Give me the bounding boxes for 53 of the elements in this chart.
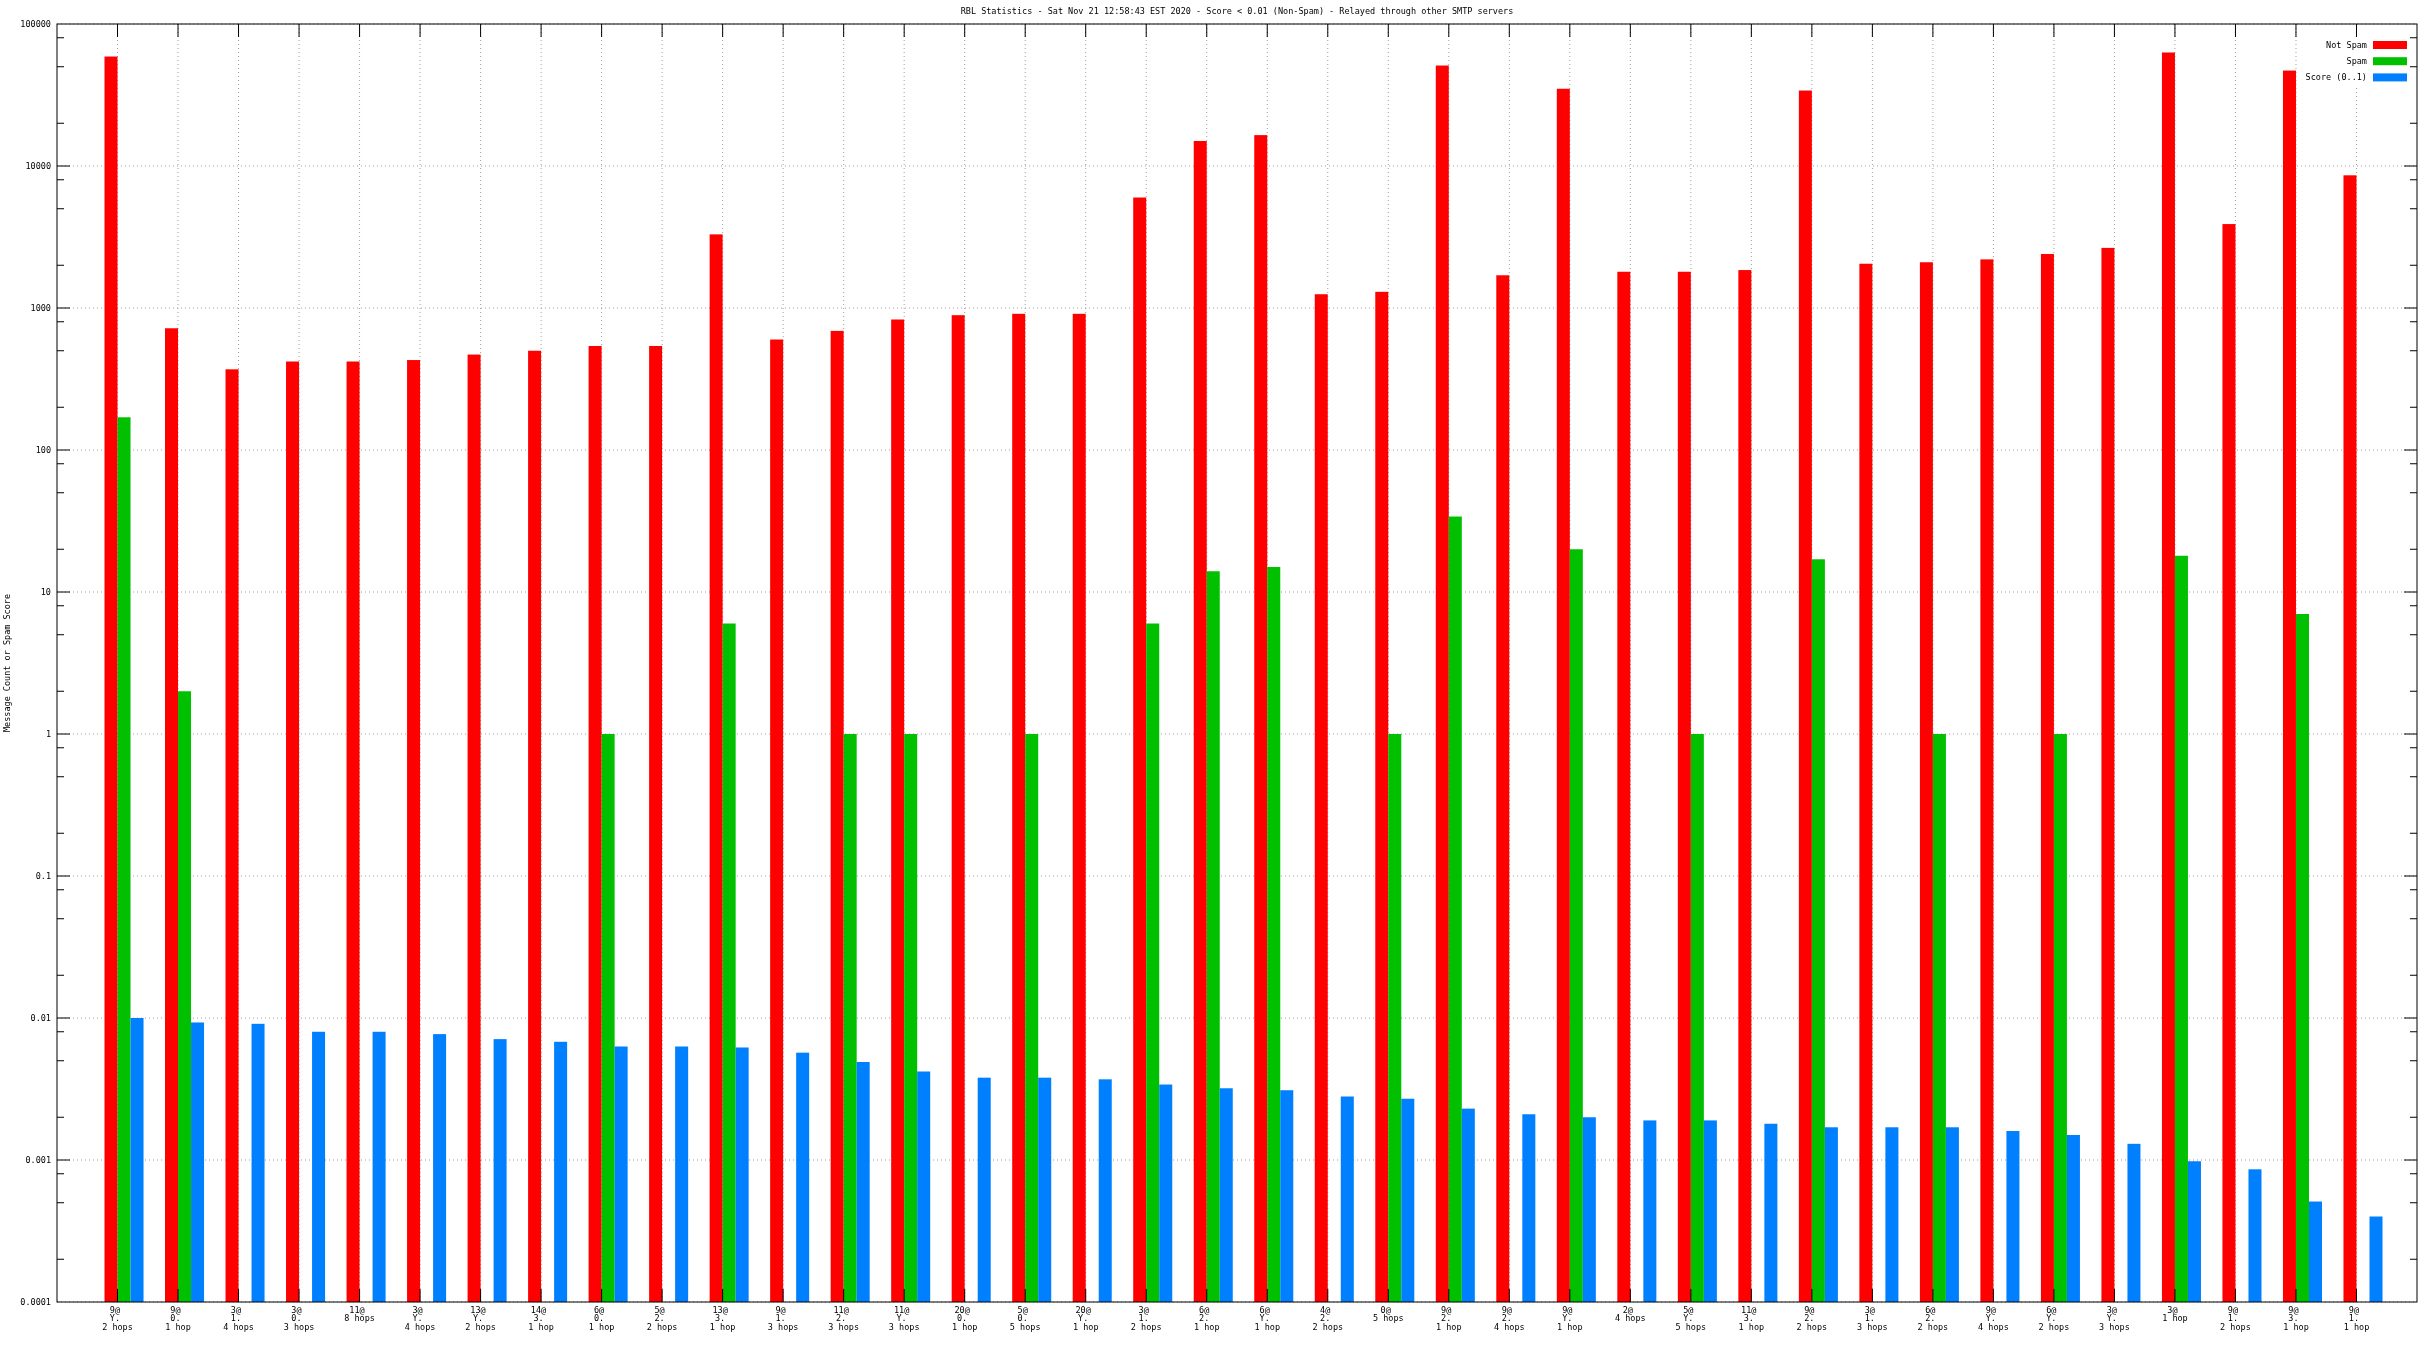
x-tick-label: 9@ 3. 1 hop: [2283, 1305, 2309, 1332]
x-tick-label: 20@ 0. 1 hop: [951, 1305, 978, 1332]
y-tick-label: 0.1: [35, 871, 51, 881]
x-tick-label: 6@ 2. 2 hops: [1917, 1305, 1949, 1332]
x-tick-label: 6@ 2. 1 hop: [1193, 1305, 1220, 1332]
x-tick-label: 5@ Y. 5 hops: [1675, 1305, 1707, 1332]
y-axis-title: Message Count or Spam Score: [2, 593, 12, 733]
legend-label: Score (0..1): [2305, 72, 2367, 83]
x-tick-label: 9@ 1. 3 hops: [767, 1305, 799, 1332]
y-tick-label: 0.0001: [20, 1297, 51, 1307]
x-tick-label: 13@ Y. 2 hops: [465, 1305, 496, 1332]
y-tick-label: 0.01: [30, 1013, 51, 1023]
x-tick-label: 11@ 3. 1 hop: [1738, 1305, 1765, 1332]
y-tick-label: 100000: [20, 19, 51, 29]
x-tick-label: 4@ 2. 2 hops: [1312, 1305, 1344, 1332]
x-tick-label: 3@ 1. 2 hops: [1130, 1305, 1162, 1332]
x-tick-label: 9@ 2. 4 hops: [1493, 1305, 1525, 1332]
y-tick-label: 100: [35, 445, 51, 455]
x-tick-label: 9@ 1. 2 hops: [2220, 1305, 2251, 1332]
x-tick-label: 3@ Y. 4 hops: [404, 1305, 436, 1332]
x-tick-label: 20@ Y. 1 hop: [1072, 1305, 1099, 1332]
x-tick-label: 3@ 0. 3 hops: [283, 1305, 315, 1332]
x-tick-label: 9@ 2. 2 hops: [1796, 1305, 1828, 1332]
x-tick-label: 14@ 3. 1 hop: [528, 1305, 554, 1332]
x-tick-label: 9@ 0. 1 hop: [165, 1305, 191, 1332]
x-tick-label: 11@ Y. 3 hops: [888, 1305, 920, 1332]
x-tick-label: 6@ 0. 1 hop: [588, 1305, 615, 1332]
x-tick-label: 3@ Y. 3 hops: [2099, 1305, 2130, 1332]
x-tick-label: 9@ Y. 1 hop: [1557, 1305, 1583, 1332]
y-tick-label: 10000: [25, 161, 51, 171]
x-tick-label: 3@ 1 hop: [2162, 1305, 2188, 1324]
x-tick-label: 6@ Y. 1 hop: [1254, 1305, 1281, 1332]
x-tick-label: 5@ 2. 2 hops: [646, 1305, 678, 1332]
legend-label: Spam: [2346, 56, 2367, 67]
x-tick-label: 2@ 4 hops: [1614, 1305, 1646, 1324]
y-tick-label: 1000: [30, 303, 51, 313]
y-tick-label: 0.001: [25, 1155, 51, 1165]
x-tick-label: 9@ Y. 2 hops: [102, 1305, 133, 1332]
x-tick-label: 9@ 1. 1 hop: [2343, 1305, 2370, 1332]
x-tick-label: 3@ 1. 4 hops: [223, 1305, 254, 1332]
x-tick-label: 5@ 0. 5 hops: [1009, 1305, 1041, 1332]
x-tick-label: 11@ 8 hops: [344, 1305, 375, 1324]
x-tick-label: 9@ 2. 1 hop: [1436, 1305, 1462, 1332]
chart-title: RBL Statistics - Sat Nov 21 12:58:43 EST 2020 - Score < 0.01 (Non-Spam) - Relayed through other SMTP servers: [960, 6, 1514, 16]
x-tick-label: 0@ 5 hops: [1372, 1305, 1404, 1324]
y-tick-label: 1: [45, 729, 51, 739]
x-tick-label: 13@ 3. 1 hop: [709, 1305, 736, 1332]
x-tick-label: 9@ Y. 4 hops: [1978, 1305, 2009, 1332]
x-tick-label: 3@ 1. 3 hops: [1857, 1305, 1888, 1332]
y-tick-label: 10: [40, 587, 51, 597]
x-tick-label: 11@ 2. 3 hops: [828, 1305, 860, 1332]
x-tick-label: 6@ Y. 2 hops: [2038, 1305, 2070, 1332]
legend-label: Not Spam: [2326, 40, 2367, 50]
